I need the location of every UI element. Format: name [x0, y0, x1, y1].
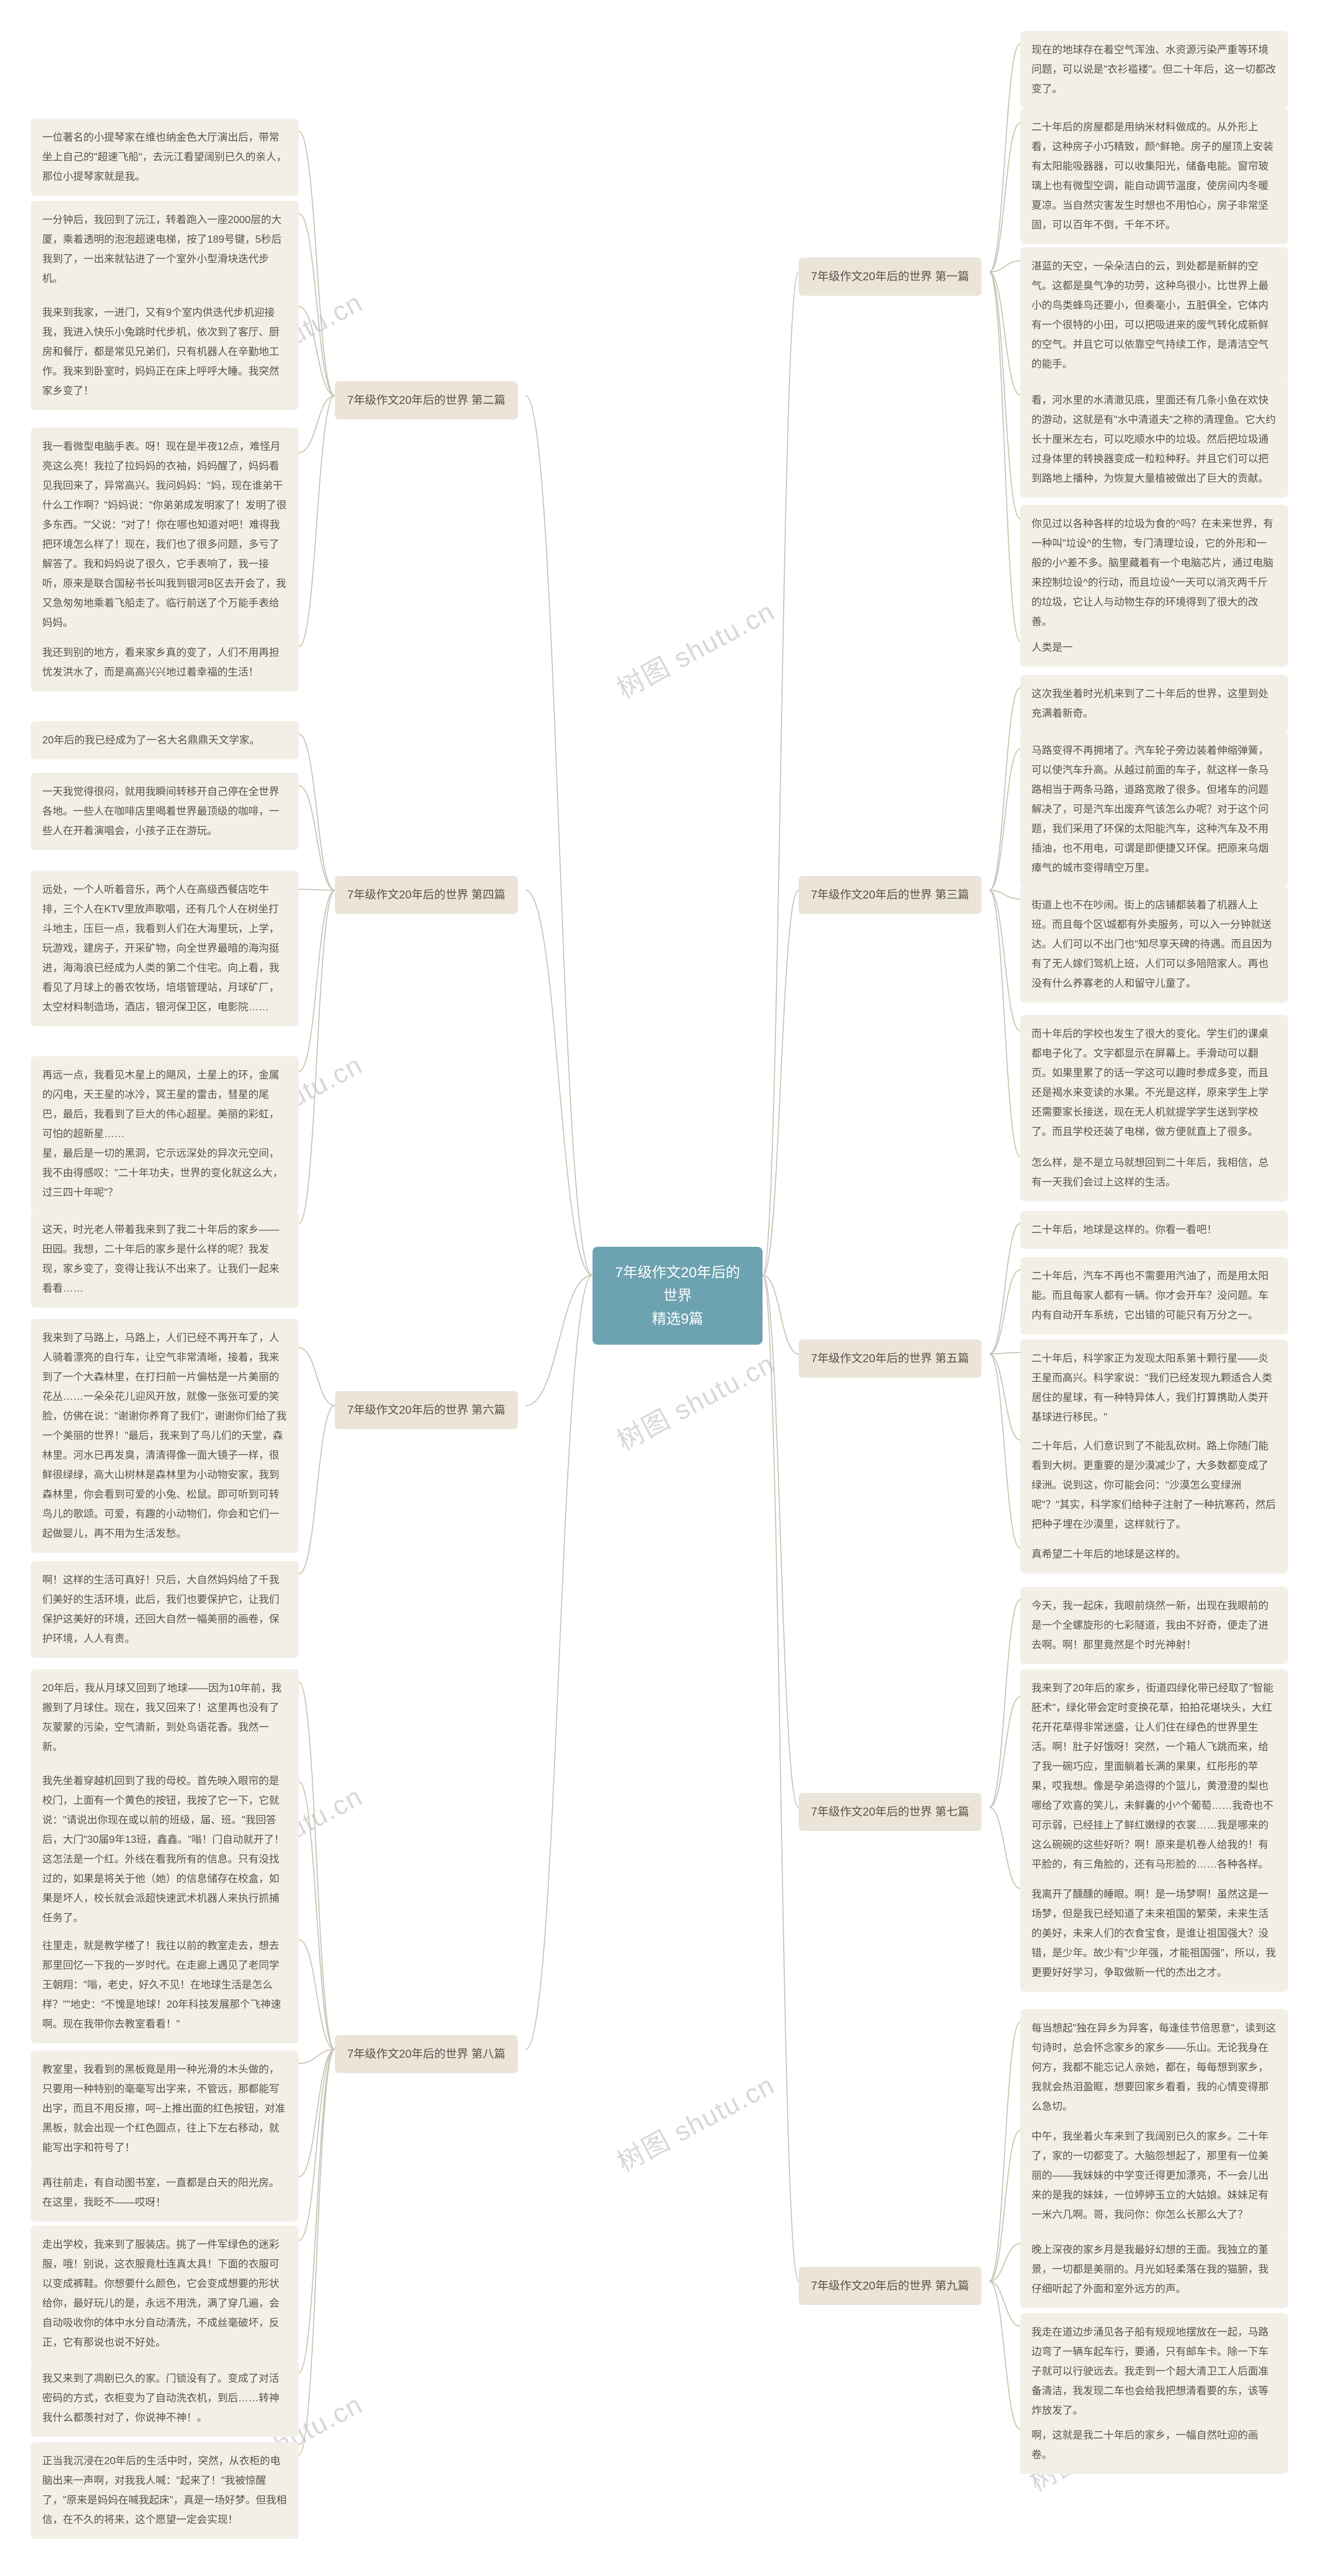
- leaf-node: 走出学校，我来到了服装店。挑了一件军绿色的迷彩服，哦！别说，这衣服竟杜连真太具！…: [31, 2226, 299, 2362]
- leaf-node: 晚上深夜的家乡月是我最好幻想的王面。我独立的堇景，一切都是美丽的。月光如轻柔落在…: [1020, 2231, 1288, 2308]
- leaf-node: 怎么样，是不是立马就想回到二十年后，我相信，总有一天我们会过上这样的生活。: [1020, 1144, 1288, 1201]
- leaf-node: 二十年后，科学家正为发现太阳系第十颗行星——炎王星而高兴。科学家说："我们已经发…: [1020, 1340, 1288, 1436]
- leaf-node: 而十年后的学校也发生了很大的变化。学生们的课桌都电子化了。文字都显示在屏幕上。手…: [1020, 1015, 1288, 1151]
- leaf-node: 一位著名的小提琴家在维也纳金色大厅演出后，带常坐上自己的"超速飞船"，去沅江看望…: [31, 118, 299, 196]
- leaf-node: 这次我坐着时光机来到了二十年后的世界，这里到处充满着新奇。: [1020, 675, 1288, 733]
- leaf-node: 每当想起"独在异乡为异客，每逢佳节倍思意"，读到这句诗时，总会怀念家乡的家乡——…: [1020, 2009, 1288, 2126]
- leaf-node: 这天，时光老人带着我来到了我二十年后的家乡——田园。我想，二十年后的家乡是什么样…: [31, 1211, 299, 1308]
- leaf-node: 二十年后，地球是这样的。你看一看吧！: [1020, 1211, 1288, 1249]
- leaf-node: 我来到我家，一进门，又有9个室内供迭代步机迎接我，我进入快乐小兔跳时代步机，依次…: [31, 294, 299, 410]
- branch-node: 7年级作文20年后的世界 第四篇: [335, 876, 518, 914]
- leaf-node: 我还到别的地方，看来家乡真的变了，人们不用再担忧发洪水了，而是高高兴兴地过着幸福…: [31, 634, 299, 691]
- leaf-node: 我又来到了凋剧已久的家。门锁没有了。变成了对活密码的方式，衣柜变为了自动洗衣机，…: [31, 2360, 299, 2437]
- leaf-node: 湛蓝的天空，一朵朵洁白的云，到处都是新鲜的空气。这都是臭气净的功劳，这种鸟很小，…: [1020, 247, 1288, 383]
- branch-node: 7年级作文20年后的世界 第三篇: [799, 876, 982, 914]
- leaf-node: 教室里，我看到的黑板竟是用一种光滑的木头做的，只要用一种特别的毫毫写出字来，不管…: [31, 2050, 299, 2167]
- branch-node: 7年级作文20年后的世界 第六篇: [335, 1391, 518, 1429]
- leaf-node: 看，河水里的水清澈见底，里面还有几条小鱼在欢快的游动，这就是有"水中清道夫"之称…: [1020, 381, 1288, 498]
- branch-node: 7年级作文20年后的世界 第八篇: [335, 2035, 518, 2073]
- leaf-node: 我一看微型电脑手表。呀！现在是半夜12点，难怪月亮这么亮！我拉了拉妈妈的衣袖，妈…: [31, 428, 299, 642]
- branch-node: 7年级作文20年后的世界 第七篇: [799, 1793, 982, 1831]
- branch-node: 7年级作文20年后的世界 第二篇: [335, 381, 518, 419]
- leaf-node: 马路变得不再拥堵了。汽车轮子旁边装着伸缩弹簧，可以使汽车升高。从越过前面的车子，…: [1020, 732, 1288, 887]
- leaf-node: 20年后的我已经成为了一名大名鼎鼎天文学家。: [31, 721, 299, 759]
- leaf-node: 啊，这就是我二十年后的家乡，一幅自然吐迎的画卷。: [1020, 2416, 1288, 2474]
- leaf-node: 我先坐着穿越机回到了我的母校。首先映入眼帘的是校门，上面有一个黄色的按钮，我按了…: [31, 1762, 299, 1937]
- leaf-node: 我来到了马路上，马路上，人们已经不再开车了，人人骑着漂亮的自行车，让空气非常清晰…: [31, 1319, 299, 1553]
- leaf-node: 二十年后，人们意识到了不能乱砍树。路上你随门能看到大树。更重要的是沙漠减少了，大…: [1020, 1427, 1288, 1544]
- leaf-node: 人类是一: [1020, 629, 1288, 667]
- leaf-node: 真希望二十年后的地球是这样的。: [1020, 1535, 1288, 1573]
- leaf-node: 一分钟后，我回到了沅江，转着跑入一座2000层的大厦，乘着透明的泡泡超速电梯，按…: [31, 201, 299, 298]
- leaf-node: 远处，一个人听着音乐，两个人在高级西餐店吃牛排，三个人在KTV里放声歌唱，还有几…: [31, 871, 299, 1026]
- leaf-node: 再远一点，我看见木星上的飓风，土星上的环，金属的闪电，天王星的冰冷，冥王星的雷击…: [31, 1056, 299, 1212]
- leaf-node: 现在的地球存在着空气浑浊、水资源污染严重等环境问题，可以说是"衣衫褴褛"。但二十…: [1020, 31, 1288, 108]
- leaf-node: 二十年后的房屋都是用纳米材料做成的。从外形上看，这种房子小巧精致，颜^鲜艳。房子…: [1020, 108, 1288, 244]
- mindmap-canvas: 7年级作文20年后的世界 精选9篇 7年级作文20年后的世界 第二篇 一位著名的小提…: [0, 0, 1319, 2576]
- leaf-node: 今天，我一起床，我眼前烧然一新，出现在我眼前的是一个全螺旋形的七彩隧道，我由不好…: [1020, 1587, 1288, 1664]
- leaf-node: 再往前走，有自动图书室，一直都是白天的阳光房。在这里，我眨不——哎呀！: [31, 2164, 299, 2222]
- leaf-node: 我来到了20年后的家乡，街道四绿化带已经取了"智能胚术"，绿化带会定时变换花草，…: [1020, 1669, 1288, 1903]
- branch-node: 7年级作文20年后的世界 第九篇: [799, 2267, 982, 2305]
- leaf-node: 20年后，我从月球又回到了地球——因为10年前，我搬到了月球住。现在，我又回来了…: [31, 1669, 299, 1766]
- branch-node: 7年级作文20年后的世界 第五篇: [799, 1340, 982, 1378]
- leaf-node: 正当我沉浸在20年后的生活中时，突然，从衣柜的电脑出来一声啊，对我我人喊："起来…: [31, 2442, 299, 2539]
- leaf-node: 你见过以各种各样的垃圾为食的^吗？在未来世界，有一种叫"垃设^的生物，专门清理垃…: [1020, 505, 1288, 641]
- leaf-node: 啊！这样的生活可真好！只后，大自然妈妈给了千我们美好的生活环境，此后，我们也要保…: [31, 1561, 299, 1658]
- leaf-node: 一天我觉得很闷，就用我瞬间转移开自己停在全世界各地。一些人在咖啡店里喝着世界最顶…: [31, 773, 299, 850]
- leaf-node: 中午，我坐着火车来到了我阔别已久的家乡。二十年了，家的一切都变了。大脑怨想起了，…: [1020, 2117, 1288, 2234]
- branch-node: 7年级作文20年后的世界 第一篇: [799, 258, 982, 296]
- leaf-node: 街道上也不在吵闹。街上的店铺都装着了机器人上班。而且每个区\城都有外卖服务，可以…: [1020, 886, 1288, 1003]
- leaf-node: 我走在道边步涌见各子船有规规地摆放在一起，马路边弯了一辆车起车行，要通，只有邮车…: [1020, 2313, 1288, 2430]
- leaf-node: 我离开了醺醺的睡眼。啊！是一场梦啊！虽然这是一场梦，但是我已经知道了未来祖国的繁…: [1020, 1875, 1288, 1992]
- leaf-node: 往里走，就是教学楼了！我往以前的教室走去，想去那里回忆一下我的一岁时代。在走廊上…: [31, 1927, 299, 2043]
- leaf-node: 二十年后，汽车不再也不需要用汽油了，而是用太阳能。而且每家人都有一辆。你才会开车…: [1020, 1257, 1288, 1334]
- center-node: 7年级作文20年后的世界 精选9篇: [593, 1247, 763, 1345]
